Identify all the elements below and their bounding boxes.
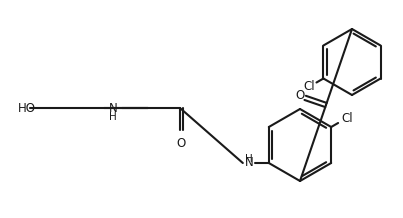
Text: H: H	[109, 112, 117, 122]
Text: H: H	[245, 154, 253, 164]
Text: Cl: Cl	[304, 80, 316, 93]
Text: N: N	[245, 157, 253, 170]
Text: O: O	[295, 89, 304, 102]
Text: Cl: Cl	[341, 111, 353, 124]
Text: HO: HO	[18, 102, 36, 114]
Text: O: O	[177, 137, 186, 150]
Text: N: N	[109, 102, 117, 114]
